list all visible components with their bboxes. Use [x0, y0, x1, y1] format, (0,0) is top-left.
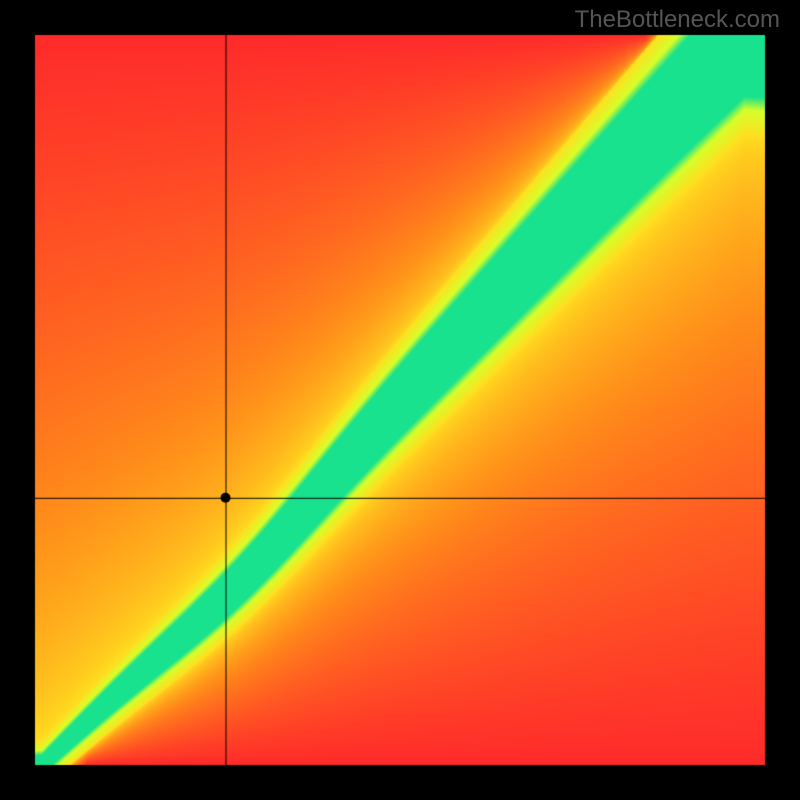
watermark-text: TheBottleneck.com	[575, 6, 780, 34]
bottleneck-heatmap	[0, 0, 800, 800]
chart-container: TheBottleneck.com	[0, 0, 800, 800]
